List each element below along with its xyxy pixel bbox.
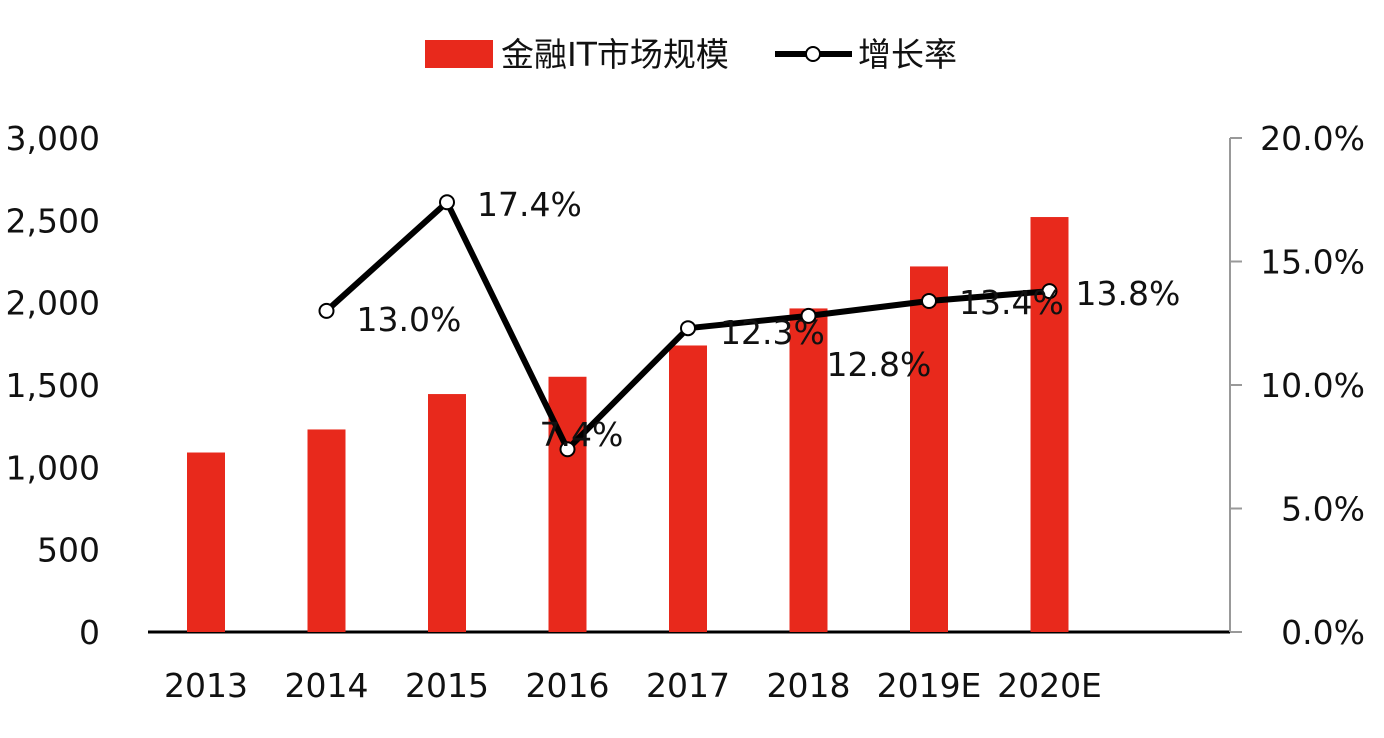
data-label-2014: 13.0% xyxy=(357,300,462,339)
bar-2020E xyxy=(1030,217,1069,633)
x-tick-label: 2018 xyxy=(767,666,851,705)
y-left-tick-label: 3,000 xyxy=(6,119,100,158)
data-labels: 13.0% 17.4% 7.4% 12.3%12.8% 13.4% 13.8% xyxy=(357,185,1181,454)
y-right-tick-label: 0.0% xyxy=(1281,613,1365,652)
bar-series xyxy=(187,217,1069,633)
legend-bar-label: 金融IT市场规模 xyxy=(501,35,729,74)
legend-line-label: 增长率 xyxy=(858,35,957,74)
y-right-tick-label: 5.0% xyxy=(1281,490,1365,529)
data-label-2018: 12.8% xyxy=(827,345,932,384)
y-axis-right-ticks: 0.0% 5.0% 10.0% 15.0% 20.0% xyxy=(1260,119,1365,652)
y-right-tick-label: 20.0% xyxy=(1260,119,1365,158)
y-left-tick-label: 1,500 xyxy=(6,366,100,405)
legend-bar-swatch xyxy=(425,40,493,68)
data-label-2020E: 13.8% xyxy=(1076,274,1181,313)
line-series xyxy=(318,194,1058,458)
y-right-tick-label: 10.0% xyxy=(1260,366,1365,405)
y-left-tick-label: 500 xyxy=(37,531,100,570)
legend-line-marker xyxy=(805,46,821,62)
x-axis-ticks: 2013 2014 2015 2016 2017 2018 2019E 2020E xyxy=(164,666,1102,705)
point-2020E xyxy=(1041,283,1058,300)
data-label-2015: 17.4% xyxy=(477,185,582,224)
point-2018 xyxy=(800,307,817,324)
y-left-tick-label: 1,000 xyxy=(6,448,100,487)
data-label-2016: 7.4% xyxy=(540,415,624,454)
x-tick-label: 2019E xyxy=(877,666,982,705)
bar-2017 xyxy=(669,345,707,632)
data-label-2017: 12.3% xyxy=(720,313,825,352)
y-left-tick-label: 0 xyxy=(79,613,100,652)
data-label-2019E: 13.4% xyxy=(959,283,1064,322)
bar-2014 xyxy=(307,429,346,632)
bar-2018 xyxy=(789,308,828,632)
point-2019E xyxy=(921,293,937,310)
y-left-tick-label: 2,000 xyxy=(6,284,100,323)
bar-2013 xyxy=(187,452,225,632)
x-tick-label: 2016 xyxy=(526,666,610,705)
point-2017 xyxy=(680,320,696,337)
x-tick-label: 2015 xyxy=(405,666,489,705)
y-right-tick-label: 15.0% xyxy=(1260,243,1365,282)
x-tick-label: 2020E xyxy=(997,666,1102,705)
legend: 金融IT市场规模 增长率 xyxy=(425,35,957,74)
x-tick-label: 2014 xyxy=(285,666,369,705)
point-2016 xyxy=(559,441,576,458)
y-axis-left-ticks: 0 500 1,000 1,500 2,000 2,500 3,000 xyxy=(6,119,100,652)
x-tick-label: 2017 xyxy=(646,666,730,705)
point-2015 xyxy=(439,194,455,211)
bar-2019E xyxy=(910,266,948,632)
point-2014 xyxy=(318,302,335,319)
y-left-tick-label: 2,500 xyxy=(6,201,100,240)
x-tick-label: 2013 xyxy=(164,666,248,705)
bar-2015 xyxy=(428,394,466,632)
